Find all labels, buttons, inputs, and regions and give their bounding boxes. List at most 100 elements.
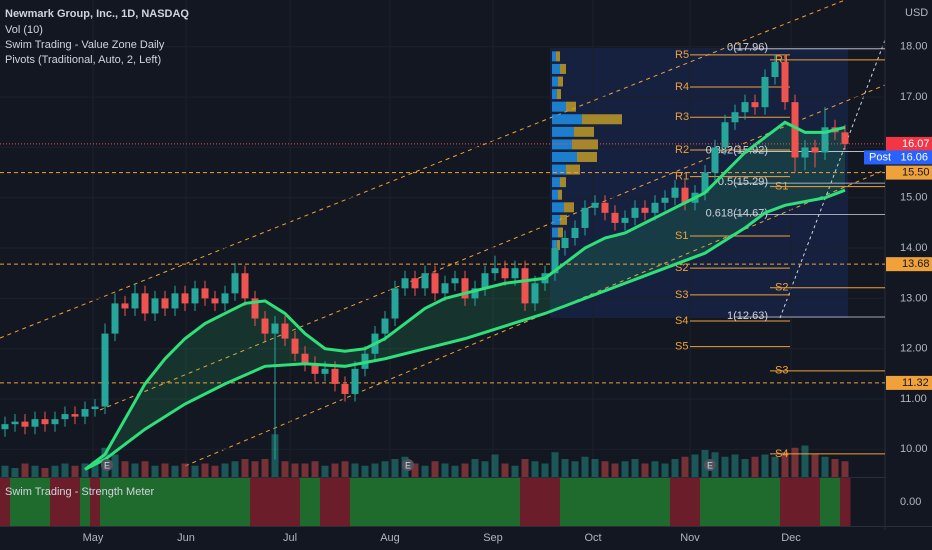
- volume-bar: [91, 461, 99, 477]
- strength-bar: [360, 478, 371, 526]
- volume-bar: [211, 465, 219, 477]
- candle-body: [491, 268, 499, 274]
- strength-bar: [200, 478, 211, 526]
- strength-bar: [700, 478, 711, 526]
- candle-body: [741, 102, 749, 113]
- strength-bar: [820, 478, 831, 526]
- volume-bar: [591, 459, 599, 477]
- level-label: 13.68: [902, 258, 930, 270]
- strength-bar: [230, 478, 241, 526]
- earnings-label: E: [104, 460, 110, 470]
- x-tick-label: Oct: [584, 532, 601, 544]
- candle-body: [41, 419, 49, 425]
- profile-up: [552, 101, 566, 112]
- strength-bar: [610, 478, 621, 526]
- candle-body: [421, 273, 429, 289]
- strength-bar: [350, 478, 361, 526]
- strength-bar: [370, 478, 381, 526]
- candle-body: [31, 419, 39, 427]
- strength-bar: [180, 478, 191, 526]
- strength-bar: [380, 478, 391, 526]
- volume-bar: [71, 465, 79, 477]
- volume-bar: [571, 461, 579, 477]
- strength-bar: [690, 478, 701, 526]
- candle-body: [21, 421, 29, 427]
- level-tag: [886, 165, 932, 180]
- volume-bar: [511, 465, 519, 477]
- strength-bar: [780, 478, 791, 526]
- y-tick-label: 10.00: [900, 443, 928, 455]
- candle-body: [181, 293, 189, 304]
- strength-bar: [620, 478, 631, 526]
- volume-bar: [471, 459, 479, 477]
- strength-tick-label: 0.00: [900, 496, 921, 508]
- volume-bar: [501, 463, 509, 477]
- strength-bar: [170, 478, 181, 526]
- profile-up: [552, 51, 556, 62]
- profile-up: [552, 189, 558, 200]
- strength-bar: [420, 478, 431, 526]
- pivot-label: S5: [675, 341, 688, 353]
- candle-body: [241, 273, 249, 299]
- profile-down: [577, 151, 597, 162]
- strength-bar: [440, 478, 451, 526]
- pivot-label: R3: [675, 111, 689, 123]
- candle-body: [471, 288, 479, 299]
- candle-body: [801, 147, 809, 158]
- volume-bar: [381, 461, 389, 477]
- strength-bar: [250, 478, 261, 526]
- strength-bar: [670, 478, 681, 526]
- candle-body: [151, 298, 159, 314]
- pivot-label: S2: [775, 282, 788, 294]
- post-label: 16.06: [900, 151, 928, 163]
- fib-label: 0(17.96): [727, 42, 768, 54]
- strength-bar: [520, 478, 531, 526]
- volume-bar: [351, 463, 359, 477]
- strength-bar: [120, 478, 131, 526]
- strength-bar: [270, 478, 281, 526]
- profile-down: [556, 51, 560, 62]
- volume-bar: [231, 461, 239, 477]
- ma-line: [84, 188, 846, 471]
- fib-label: 1(12.63): [727, 310, 768, 322]
- pivot-label: S4: [775, 448, 788, 460]
- volume-bar: [221, 463, 229, 477]
- profile-down: [566, 101, 576, 112]
- strength-bar: [730, 478, 741, 526]
- volume-bar: [61, 463, 69, 477]
- profile-down: [566, 164, 580, 175]
- volume-bar: [31, 465, 39, 477]
- candle-body: [141, 293, 149, 314]
- last-price-tag: [886, 136, 932, 151]
- profile-up: [552, 202, 564, 213]
- strength-bar: [540, 478, 551, 526]
- fib-trend-line: [779, 39, 886, 319]
- volume-bar: [121, 461, 129, 477]
- volume-bar: [671, 459, 679, 477]
- chart-title: Newmark Group, Inc., 1D, NASDAQ: [5, 8, 189, 20]
- candle-body: [601, 202, 609, 213]
- volume-bar: [561, 459, 569, 477]
- strength-bar: [720, 478, 731, 526]
- volume-bar: [261, 459, 269, 477]
- profile-up: [552, 227, 558, 238]
- strength-bar: [240, 478, 251, 526]
- strength-bar: [710, 478, 721, 526]
- channel-bottom: [184, 169, 886, 467]
- strength-bar: [630, 478, 641, 526]
- strength-bar: [100, 478, 111, 526]
- strength-bar: [30, 478, 41, 526]
- volume-bar: [451, 465, 459, 477]
- candle-body: [731, 112, 739, 123]
- volume-bar: [791, 447, 799, 477]
- strength-bar: [590, 478, 601, 526]
- strength-bar: [600, 478, 611, 526]
- candle-body: [711, 147, 719, 173]
- strength-bar: [510, 478, 521, 526]
- candle-body: [331, 368, 339, 384]
- volume-bar: [581, 456, 589, 477]
- profile-up: [552, 126, 574, 137]
- volume-bar: [141, 461, 149, 477]
- candle-body: [261, 318, 269, 334]
